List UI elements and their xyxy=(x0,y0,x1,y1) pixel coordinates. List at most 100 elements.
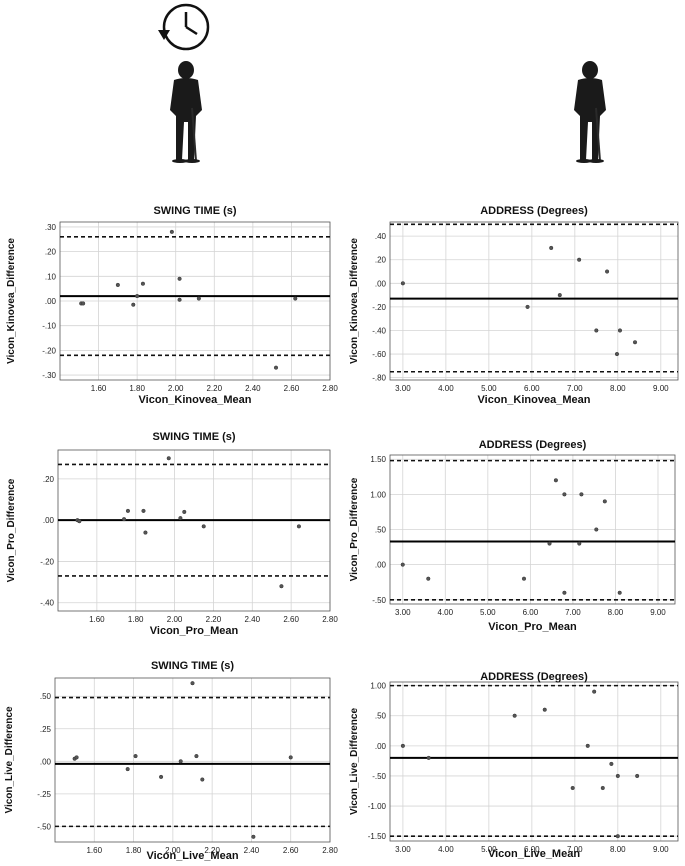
data-point xyxy=(178,759,183,764)
y-tick-label: .00 xyxy=(375,279,387,288)
y-tick-label: -.60 xyxy=(372,350,386,359)
y-tick-label: -.40 xyxy=(372,326,386,335)
data-point xyxy=(201,524,206,529)
data-point xyxy=(570,785,575,791)
data-point xyxy=(615,773,620,779)
data-point xyxy=(614,352,620,357)
data-point xyxy=(81,301,86,306)
chart-swing-time-pro: 1.60 1.80 2.00 2.20 2.40 2.60 2.80 .20 .00 -.20 -.… xyxy=(6,431,338,637)
y-tick-label: -.50 xyxy=(37,822,51,831)
y-tick-label: .00 xyxy=(375,561,387,570)
y-tick-label: 1.00 xyxy=(370,682,386,691)
data-point xyxy=(400,743,405,748)
chart-title: ADDRESS (Degrees) xyxy=(479,439,587,451)
y-tick-label: .00 xyxy=(43,516,55,525)
x-tick-label: 2.40 xyxy=(244,615,260,624)
chart-address-live: 3.00 4.00 5.00 6.00 7.00 8.00 9.00 1.00 .50 .00 -.… xyxy=(349,672,679,860)
data-point xyxy=(602,499,607,504)
chart-swing-time-kinovea: 1.60 1.80 2.00 2.20 2.40 2.60 2.80 .30 .20 .10 .00… xyxy=(6,205,338,406)
y-tick-label: -.40 xyxy=(40,599,54,608)
chart-address-pro: 3.00 4.00 5.00 6.00 7.00 8.00 9.00 1.50 1.00 .50.… xyxy=(349,439,676,633)
x-tick-label: 3.00 xyxy=(395,608,411,617)
data-point xyxy=(594,527,599,532)
y-tick-label: -.50 xyxy=(372,772,386,781)
data-point xyxy=(605,269,610,274)
data-point xyxy=(125,508,130,513)
x-tick-label: 2.60 xyxy=(284,384,300,393)
y-tick-label: -.10 xyxy=(42,322,56,331)
x-tick-label: 2.60 xyxy=(283,846,299,855)
chart-title: SWING TIME (s) xyxy=(151,660,234,672)
data-point xyxy=(196,296,201,301)
data-point xyxy=(288,755,293,760)
data-point xyxy=(512,713,517,718)
data-point xyxy=(74,755,79,760)
y-tick-label: -.80 xyxy=(372,374,386,383)
data-point xyxy=(632,340,638,345)
y-tick-label: -.50 xyxy=(372,596,386,605)
x-tick-label: 6.00 xyxy=(523,608,539,617)
data-point xyxy=(178,516,183,521)
data-point xyxy=(426,755,431,760)
x-axis-label: Vicon_Live_Mean xyxy=(488,848,580,860)
data-point xyxy=(141,508,146,513)
data-point xyxy=(609,761,614,766)
data-point xyxy=(135,294,140,299)
y-tick-label: -.20 xyxy=(40,557,54,566)
x-tick-label: 2.20 xyxy=(206,615,222,624)
data-point xyxy=(133,754,138,759)
x-tick-label: 9.00 xyxy=(653,845,669,854)
x-tick-label: 2.00 xyxy=(167,615,183,624)
x-tick-label: 4.00 xyxy=(438,384,454,393)
y-tick-label: .40 xyxy=(375,232,387,241)
data-point xyxy=(557,293,562,298)
data-point xyxy=(159,774,164,779)
x-tick-label: 1.60 xyxy=(89,615,105,624)
plot-frame xyxy=(57,449,331,612)
y-tick-label: .50 xyxy=(375,526,387,535)
x-tick-label: 7.00 xyxy=(565,608,581,617)
x-tick-label: 1.60 xyxy=(91,384,107,393)
x-tick-label: 8.00 xyxy=(610,845,626,854)
data-point xyxy=(426,576,431,581)
data-point xyxy=(273,365,279,370)
data-point xyxy=(190,681,195,686)
x-tick-label: 6.00 xyxy=(524,384,540,393)
x-tick-label: 4.00 xyxy=(438,845,454,854)
y-axis-label: Vicon_Kinovea_Difference xyxy=(6,238,17,364)
data-point xyxy=(592,689,597,694)
data-point xyxy=(169,229,174,234)
x-tick-label: 5.00 xyxy=(480,608,496,617)
data-point xyxy=(200,777,205,782)
data-point xyxy=(585,743,590,748)
data-point xyxy=(547,541,552,546)
y-tick-label: .50 xyxy=(375,712,387,721)
data-point xyxy=(131,302,136,307)
data-point xyxy=(617,328,623,333)
y-tick-label: -.25 xyxy=(37,790,51,799)
y-tick-label: .20 xyxy=(45,248,57,257)
data-point xyxy=(579,492,584,497)
x-axis-label: Vicon_Live_Mean xyxy=(146,850,238,862)
x-tick-label: 3.00 xyxy=(395,845,411,854)
data-point xyxy=(615,834,620,839)
y-axis-label: Vicon_Live_Difference xyxy=(349,708,360,816)
data-point xyxy=(525,304,530,309)
data-point xyxy=(562,492,567,497)
data-point xyxy=(140,281,145,286)
x-tick-label: 2.20 xyxy=(204,846,220,855)
chart-title: ADDRESS (Degrees) xyxy=(480,205,588,217)
chart-title: ADDRESS (Degrees) xyxy=(480,672,588,683)
data-point xyxy=(521,576,527,581)
x-tick-label: 9.00 xyxy=(650,608,666,617)
plot-frame xyxy=(389,221,679,381)
x-tick-label: 4.00 xyxy=(438,608,454,617)
x-tick-label: 2.40 xyxy=(244,846,260,855)
data-point xyxy=(77,519,82,524)
y-tick-label: 1.50 xyxy=(370,455,386,464)
y-tick-label: .25 xyxy=(40,725,52,734)
data-point xyxy=(115,282,120,288)
y-tick-label: .10 xyxy=(45,272,57,281)
y-tick-label: -.20 xyxy=(42,346,56,355)
y-tick-label: .00 xyxy=(40,757,52,766)
